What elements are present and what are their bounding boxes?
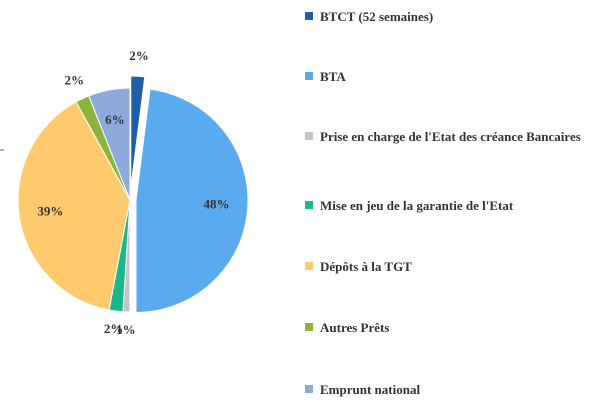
pie-slice [88,87,131,201]
data-label: 6% [105,112,125,127]
legend-swatch [305,201,313,209]
legend-item: Mise en jeu de la garantie de l'Etat [305,197,590,214]
pie-slice [135,88,249,313]
legend-swatch [305,132,313,140]
legend-swatch [305,12,313,20]
legend-swatch [305,385,313,393]
data-label: 48% [203,196,229,211]
legend-item: Autres Prêts [305,319,590,336]
pie-slice [17,101,131,311]
legend-label: Prise en charge de l'Etat des créance Ba… [320,129,581,144]
legend-label: Dépôts à la TGT [320,259,412,274]
legend-swatch [305,262,313,270]
legend-label: BTA [320,69,346,84]
legend-label: Autres Prêts [320,320,390,335]
legend-label: BTCT (52 semaines) [320,9,434,24]
data-label: 2% [64,72,84,87]
legend-label: Emprunt national [320,382,421,397]
data-label: 39% [37,204,63,219]
legend-label: Mise en jeu de la garantie de l'Etat [320,198,514,213]
legend-swatch [305,72,313,80]
data-label: 2% [129,48,149,63]
legend-item: Emprunt national [305,381,590,398]
pie-slice [130,75,146,189]
data-label: 1% [116,322,136,337]
legend-item: Prise en charge de l'Etat des créance Ba… [305,128,590,145]
legend-item: BTA [305,68,590,85]
legend-swatch [305,323,313,331]
legend-item: BTCT (52 semaines) [305,8,590,25]
legend-item: Dépôts à la TGT [305,258,590,275]
data-label: 2% [104,321,124,336]
